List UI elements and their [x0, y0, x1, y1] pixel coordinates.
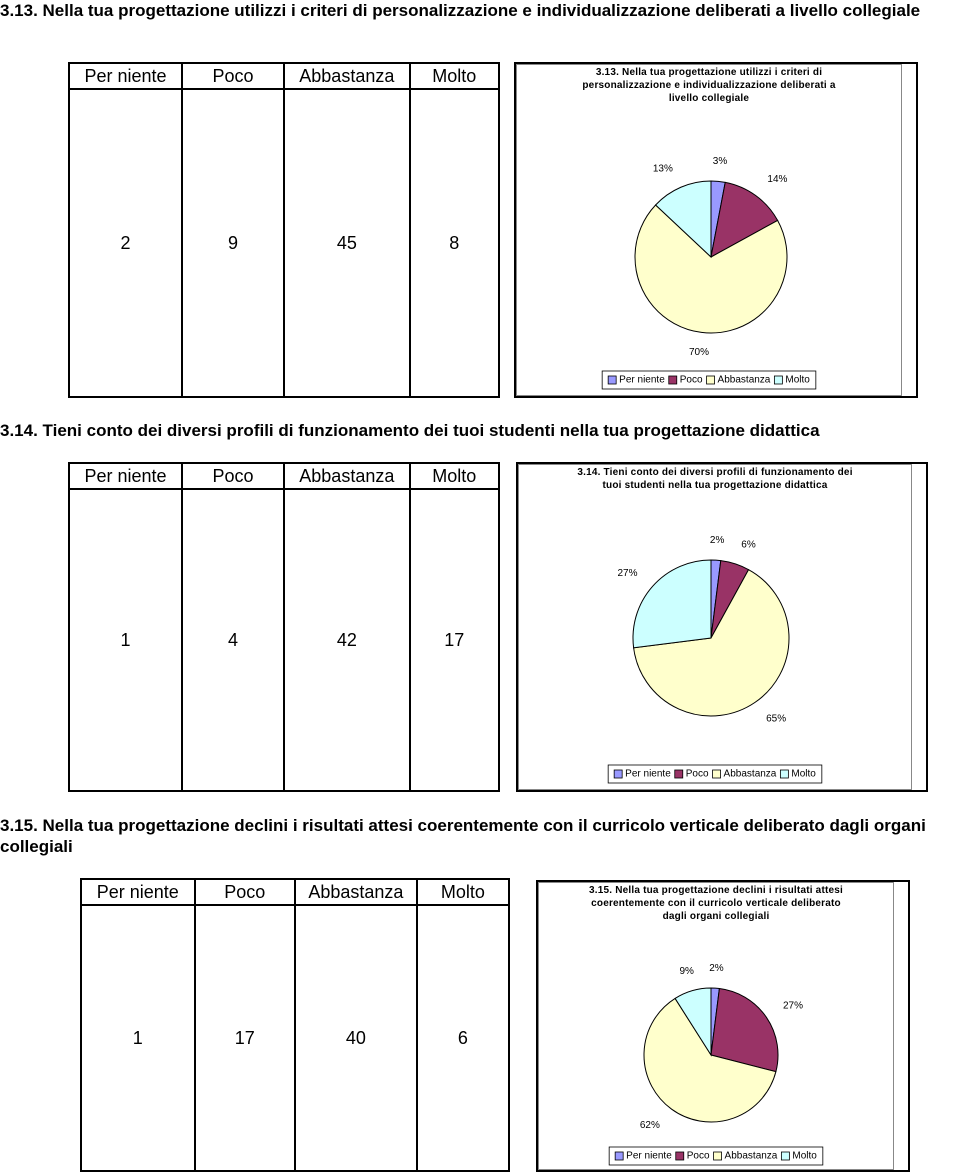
pie-slice [633, 568, 790, 717]
pie-chart: 2% 6% 65% 27% Per niente Poco Abbastanza Molto [607, 535, 823, 784]
value-row: 1 4 42 17 [68, 489, 501, 791]
data-table: Per niente Poco Abbastanza Molto 2 9 45 8 [68, 62, 501, 398]
value-cell: 45 [283, 89, 411, 397]
header-cell: Poco [193, 879, 297, 906]
slice-label: 13% [653, 164, 673, 175]
pie-chart: 3% 14% 70% 13% Per niente Poco Abbastanza Molto [601, 156, 817, 390]
slice-label: 27% [617, 568, 637, 579]
slice-label: 27% [783, 1001, 803, 1012]
value-row: 2 9 45 8 [68, 89, 501, 397]
header-cell: Molto [415, 879, 511, 906]
legend-label: Poco [686, 769, 709, 780]
header-cell: Abbastanza [283, 63, 411, 90]
legend-box [601, 370, 817, 390]
header-cell: Abbastanza [283, 463, 411, 490]
header-row: Per niente Poco Abbastanza Molto [80, 879, 511, 906]
legend-label: Molto [792, 1151, 817, 1162]
slice-label: 14% [767, 174, 787, 185]
value-cell: 42 [283, 489, 411, 791]
pie-slice [632, 559, 712, 649]
legend-swatch [674, 769, 684, 779]
data-table: Per niente Poco Abbastanza Molto 1 17 40 6 [80, 878, 511, 1172]
legend-label: Abbastanza [725, 1151, 778, 1162]
slice-label: 3% [713, 156, 728, 167]
header-cell: Poco [180, 463, 286, 490]
legend-label: Per niente [619, 375, 665, 386]
legend-swatch [713, 1151, 722, 1161]
legend: Per niente Poco Abbastanza Molto [608, 1146, 824, 1166]
section-heading: 3.14. Tieni conto dei diversi profili di… [0, 421, 820, 440]
pie-slice [634, 204, 788, 334]
slice-label: 2% [709, 963, 724, 974]
value-cell: 1 [80, 905, 196, 1171]
header-cell: Per niente [68, 63, 183, 90]
legend-swatch [773, 375, 783, 385]
chart-title: 3.15. Nella tua progettazione declini i … [588, 885, 844, 922]
legend-swatch [779, 769, 789, 779]
value-cell: 1 [68, 489, 183, 791]
header-cell: Molto [408, 63, 501, 90]
legend-label: Abbastanza [724, 769, 777, 780]
value-cell: 6 [415, 905, 511, 1171]
legend: Per niente Poco Abbastanza Molto [601, 370, 817, 390]
pie-chart: 2% 27% 62% 9% Per niente Poco Abbastanza Molto [608, 963, 824, 1166]
legend-label: Molto [791, 769, 816, 780]
legend-swatch [607, 375, 617, 385]
chart-box: 3.13. Nella tua progettazione utilizzi i… [514, 62, 918, 398]
chart-title: 3.14. Tieni conto dei diversi profili di… [577, 467, 853, 491]
pie-slice [710, 181, 779, 258]
legend-label: Per niente [625, 769, 671, 780]
data-table: Per niente Poco Abbastanza Molto 1 4 42 17 [68, 462, 501, 792]
header-row: Per niente Poco Abbastanza Molto [68, 63, 501, 90]
legend-box [607, 764, 823, 784]
legend-box [608, 1146, 824, 1166]
value-cell: 9 [180, 89, 286, 397]
pie-slice [654, 180, 712, 259]
legend-swatch [613, 769, 623, 779]
slice-label: 6% [741, 539, 756, 550]
legend-swatch [675, 1151, 685, 1161]
slice-label: 70% [689, 347, 709, 358]
header-cell: Per niente [68, 463, 183, 490]
header-cell: Poco [180, 63, 286, 90]
value-cell: 40 [294, 905, 418, 1171]
value-cell: 8 [408, 89, 501, 397]
section-heading: 3.13. Nella tua progettazione utilizzi i… [0, 1, 921, 20]
legend-label: Molto [785, 375, 810, 386]
legend: Per niente Poco Abbastanza Molto [607, 764, 823, 784]
header-cell: Abbastanza [294, 879, 418, 906]
value-cell: 17 [193, 905, 297, 1171]
pie-slice [643, 997, 777, 1123]
slice-label: 65% [766, 714, 786, 725]
legend-swatch [706, 375, 715, 385]
chart-box: 3.14. Tieni conto dei diversi profili di… [516, 462, 928, 792]
legend-swatch [780, 1151, 790, 1161]
chart-box: 3.15. Nella tua progettazione declini i … [536, 880, 910, 1172]
header-cell: Molto [408, 463, 501, 490]
value-row: 1 17 40 6 [80, 905, 511, 1171]
pie-slice [674, 987, 712, 1057]
legend-label: Poco [680, 375, 703, 386]
value-cell: 4 [180, 489, 286, 791]
value-cell: 2 [68, 89, 183, 397]
legend-label: Per niente [626, 1151, 672, 1162]
legend-swatch [614, 1151, 624, 1161]
slice-label: 62% [640, 1120, 660, 1131]
pie-slice [710, 987, 779, 1073]
value-cell: 17 [408, 489, 501, 791]
legend-swatch [712, 769, 721, 779]
header-row: Per niente Poco Abbastanza Molto [68, 463, 501, 490]
chart-title: 3.13. Nella tua progettazione utilizzi i… [582, 67, 836, 104]
header-cell: Per niente [80, 879, 196, 906]
slice-label: 9% [680, 966, 695, 977]
legend-swatch [668, 375, 678, 385]
section-heading: 3.15. Nella tua progettazione declini i … [0, 816, 926, 856]
legend-label: Abbastanza [718, 375, 771, 386]
slice-label: 2% [710, 535, 725, 546]
legend-label: Poco [687, 1151, 710, 1162]
